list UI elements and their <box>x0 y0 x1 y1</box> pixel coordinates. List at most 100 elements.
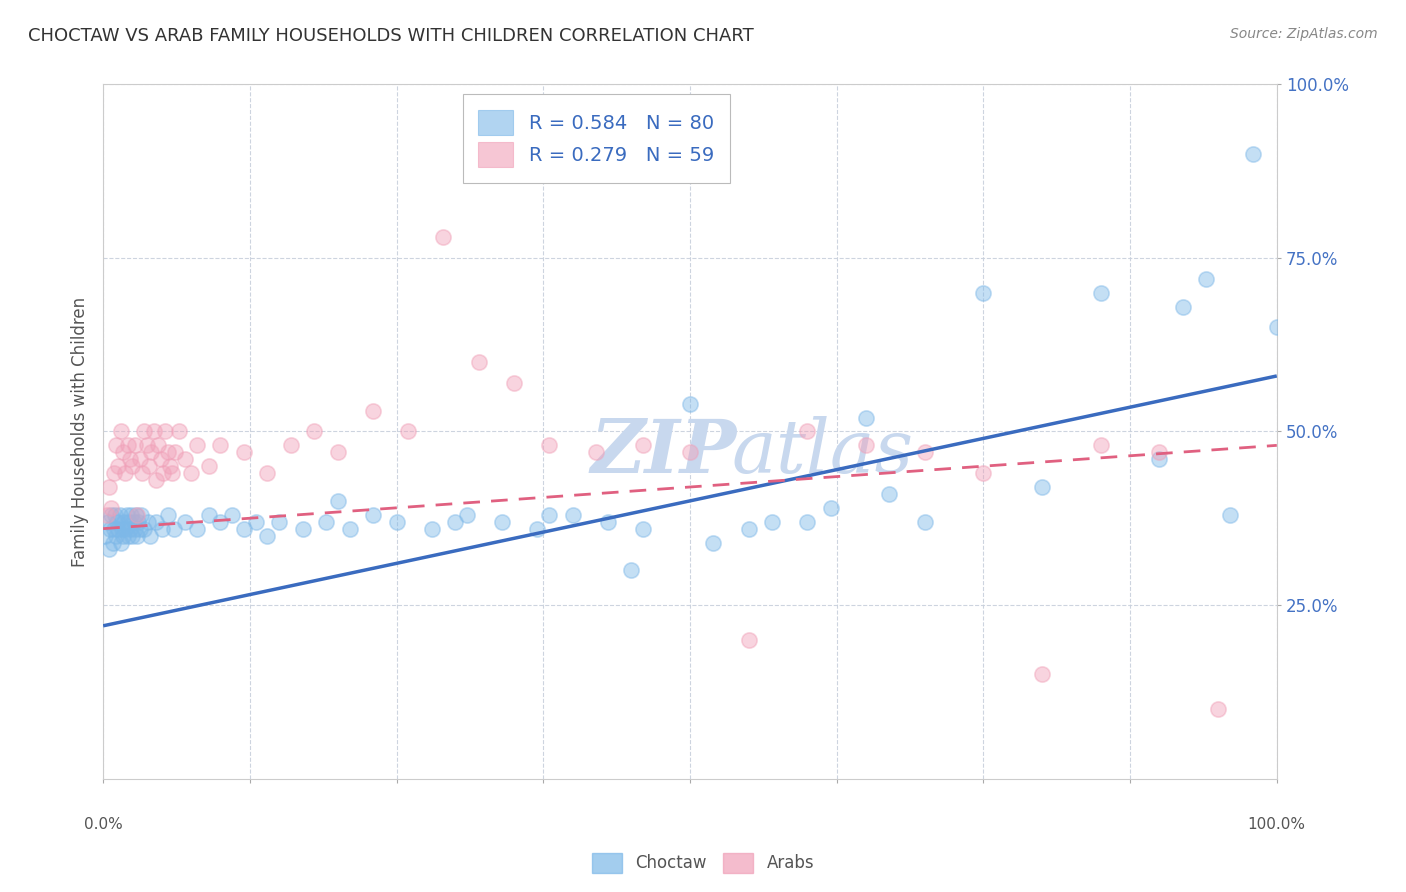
Point <box>180 466 202 480</box>
Point <box>396 425 419 439</box>
Point <box>131 466 153 480</box>
Text: CHOCTAW VS ARAB FAMILY HOUSEHOLDS WITH CHILDREN CORRELATION CHART: CHOCTAW VS ARAB FAMILY HOUSEHOLDS WITH C… <box>28 27 754 45</box>
Point <box>139 528 162 542</box>
Point <box>114 522 136 536</box>
Point <box>796 425 818 439</box>
Point <box>127 528 149 542</box>
Point <box>280 438 302 452</box>
Point <box>145 473 167 487</box>
Point <box>134 522 156 536</box>
Point <box>174 515 197 529</box>
Point <box>128 522 150 536</box>
Point <box>105 515 128 529</box>
Point <box>142 425 165 439</box>
Point <box>115 508 138 522</box>
Point <box>122 515 145 529</box>
Point <box>97 515 120 529</box>
Point <box>101 535 124 549</box>
Point <box>269 515 291 529</box>
Point <box>162 466 184 480</box>
Point <box>256 528 278 542</box>
Point <box>124 438 146 452</box>
Point <box>117 528 139 542</box>
Point <box>103 522 125 536</box>
Point <box>879 487 901 501</box>
Point <box>339 522 361 536</box>
Text: 0.0%: 0.0% <box>84 817 122 832</box>
Point <box>138 459 160 474</box>
Point <box>1149 445 1171 459</box>
Point <box>117 438 139 452</box>
Point <box>1206 702 1229 716</box>
Point <box>420 522 443 536</box>
Point <box>256 466 278 480</box>
Point <box>135 438 157 452</box>
Point <box>326 494 349 508</box>
Point <box>491 515 513 529</box>
Point <box>186 522 208 536</box>
Point <box>105 528 128 542</box>
Point <box>145 515 167 529</box>
Point <box>233 445 256 459</box>
Point <box>121 459 143 474</box>
Point <box>221 508 243 522</box>
Point <box>585 445 607 459</box>
Point <box>152 466 174 480</box>
Point <box>129 508 152 522</box>
Point <box>148 438 170 452</box>
Point <box>304 425 326 439</box>
Text: Source: ZipAtlas.com: Source: ZipAtlas.com <box>1230 27 1378 41</box>
Text: atlas: atlas <box>731 416 912 489</box>
Point <box>326 445 349 459</box>
Point <box>1090 285 1112 300</box>
Point <box>679 445 702 459</box>
Point <box>111 522 134 536</box>
Point <box>503 376 526 390</box>
Point <box>291 522 314 536</box>
Point <box>128 452 150 467</box>
Point <box>134 425 156 439</box>
Point <box>159 459 181 474</box>
Point <box>197 508 219 522</box>
Point <box>127 508 149 522</box>
Point <box>526 522 548 536</box>
Point <box>914 445 936 459</box>
Point <box>112 445 135 459</box>
Legend: R = 0.584   N = 80, R = 0.279   N = 59: R = 0.584 N = 80, R = 0.279 N = 59 <box>463 95 730 183</box>
Point <box>361 403 384 417</box>
Point <box>209 438 232 452</box>
Point <box>1090 438 1112 452</box>
Y-axis label: Family Households with Children: Family Households with Children <box>72 296 89 566</box>
Text: ZIP: ZIP <box>591 416 737 489</box>
Point <box>761 515 783 529</box>
Text: 100.0%: 100.0% <box>1247 817 1306 832</box>
Point <box>100 508 122 522</box>
Legend: Choctaw, Arabs: Choctaw, Arabs <box>585 847 821 880</box>
Point <box>114 466 136 480</box>
Point <box>125 508 148 522</box>
Point <box>98 522 121 536</box>
Point <box>209 515 232 529</box>
Point <box>1195 272 1218 286</box>
Point <box>120 452 142 467</box>
Point <box>796 515 818 529</box>
Point <box>94 528 117 542</box>
Point <box>631 522 654 536</box>
Point <box>149 452 172 467</box>
Point <box>120 522 142 536</box>
Point <box>96 508 118 522</box>
Point <box>107 459 129 474</box>
Point <box>156 508 179 522</box>
Point <box>432 230 454 244</box>
Point <box>538 438 561 452</box>
Point <box>141 445 163 459</box>
Point <box>174 452 197 467</box>
Point <box>737 632 759 647</box>
Point <box>197 459 219 474</box>
Point <box>110 425 132 439</box>
Point <box>737 522 759 536</box>
Point <box>162 522 184 536</box>
Point <box>1219 508 1241 522</box>
Point <box>150 522 173 536</box>
Point <box>120 508 142 522</box>
